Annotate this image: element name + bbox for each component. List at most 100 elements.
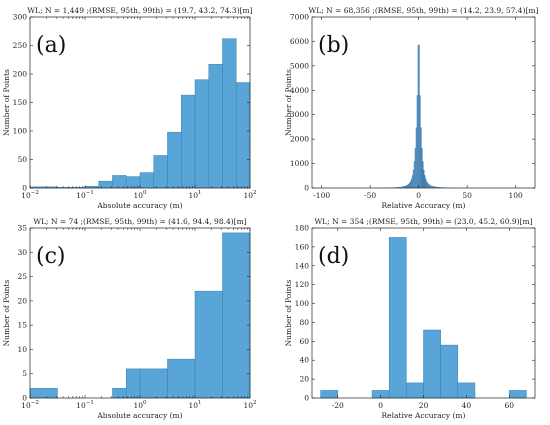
bar (415, 127, 417, 188)
y-tick-label: 140 (295, 261, 310, 270)
bar (395, 187, 397, 188)
bar (125, 368, 141, 399)
y-tick-label: 200 (13, 70, 28, 79)
bar (429, 184, 431, 188)
bar (440, 344, 459, 399)
x-tick-label: 10−2 (21, 190, 39, 200)
bar (431, 185, 433, 188)
bar (437, 186, 439, 188)
bar (418, 44, 420, 188)
bar (139, 368, 168, 399)
x-tick-label: -100 (313, 191, 330, 200)
bar (153, 155, 168, 189)
bar (435, 186, 437, 188)
bar (404, 186, 406, 188)
axes-frame (311, 16, 536, 189)
y-tick-label: 40 (299, 356, 309, 365)
y-axis-label: Number of Points (2, 69, 11, 136)
bar (401, 186, 403, 188)
panel-letter: (c) (36, 244, 66, 269)
bar (420, 127, 422, 188)
x-tick-label: 101 (188, 190, 201, 200)
bar (98, 180, 113, 189)
y-tick-label: 4000 (290, 86, 309, 95)
y-tick-label: 5 (22, 369, 27, 378)
bar (180, 94, 196, 189)
bar (430, 185, 432, 188)
y-tick-label: 0 (22, 184, 27, 193)
bar (410, 178, 412, 188)
bar (428, 183, 430, 188)
x-tick-label: 102 (243, 400, 256, 410)
x-tick-label: 0 (416, 191, 421, 200)
x-axis-label: Absolute accuracy (m) (96, 201, 182, 210)
y-tick-label: 15 (17, 321, 27, 330)
panel-letter: (a) (36, 33, 66, 58)
panel-title: WL; N = 354 ;(RMSE, 95th, 99th) = (23.0,… (314, 217, 532, 226)
bar (407, 184, 408, 188)
bar (426, 181, 428, 188)
bar (433, 186, 435, 188)
bar (423, 169, 425, 188)
y-tick-label: 10 (17, 345, 27, 354)
bar (406, 185, 408, 188)
x-tick-label: 10−1 (76, 190, 94, 200)
y-tick-label: 60 (299, 337, 309, 346)
x-axis-label: Relative Accuracy (m) (382, 411, 466, 420)
y-tick-label: 7000 (290, 13, 309, 22)
bar (194, 79, 210, 189)
y-tick-label: 3000 (290, 110, 309, 119)
bar (112, 175, 127, 189)
y-tick-label: 120 (295, 280, 310, 289)
x-tick-label: 20 (419, 401, 429, 410)
x-tick-label: 102 (243, 190, 256, 200)
bar (397, 187, 399, 188)
bar (399, 186, 401, 188)
panel-title: WL; N = 68,356 ;(RMSE, 95th, 99th) = (14… (309, 6, 539, 15)
y-tick-label: 30 (17, 248, 27, 257)
bar (421, 147, 423, 188)
x-tick-label: 101 (188, 400, 201, 410)
y-tick-label: 1000 (290, 159, 309, 168)
y-tick-label: 150 (13, 98, 28, 107)
x-tick-label: -50 (364, 191, 376, 200)
y-tick-label: 80 (299, 318, 309, 327)
bar (416, 95, 418, 188)
bar (412, 169, 414, 188)
bar (439, 187, 440, 188)
bar (425, 178, 427, 188)
y-tick-label: 100 (13, 127, 28, 136)
y-tick-label: 50 (17, 155, 27, 164)
bar (235, 82, 251, 189)
panel-b: WL; N = 68,356 ;(RMSE, 95th, 99th) = (14… (284, 6, 539, 210)
panel-title: WL; N = 74 ;(RMSE, 95th, 99th) = (41.6, … (33, 217, 246, 226)
y-tick-label: 5000 (290, 61, 309, 70)
bar (438, 187, 440, 188)
y-tick-label: 180 (295, 224, 310, 233)
panel-letter: (b) (318, 33, 349, 58)
bar (222, 38, 237, 189)
bar (403, 186, 405, 188)
y-axis-label: Number of Points (284, 69, 293, 136)
panel-d: WL; N = 354 ;(RMSE, 95th, 99th) = (23.0,… (284, 217, 536, 420)
x-tick-label: 10−1 (76, 400, 94, 410)
bar (388, 237, 407, 399)
bar (396, 187, 398, 188)
x-tick-label: 100 (133, 190, 147, 200)
x-tick-label: 50 (462, 191, 472, 200)
bar (402, 186, 404, 188)
y-tick-label: 250 (13, 41, 28, 50)
bar (400, 186, 402, 188)
panel-c: WL; N = 74 ;(RMSE, 95th, 99th) = (41.6, … (2, 217, 257, 420)
y-tick-label: 6000 (290, 37, 309, 46)
bar (167, 131, 182, 189)
bar (423, 329, 441, 399)
bar (417, 44, 419, 188)
x-axis-label: Absolute accuracy (m) (96, 411, 182, 420)
y-tick-label: 0 (304, 184, 309, 193)
x-tick-label: 60 (504, 401, 514, 410)
y-tick-label: 0 (22, 394, 27, 403)
bar (427, 182, 429, 188)
bar (405, 185, 407, 188)
